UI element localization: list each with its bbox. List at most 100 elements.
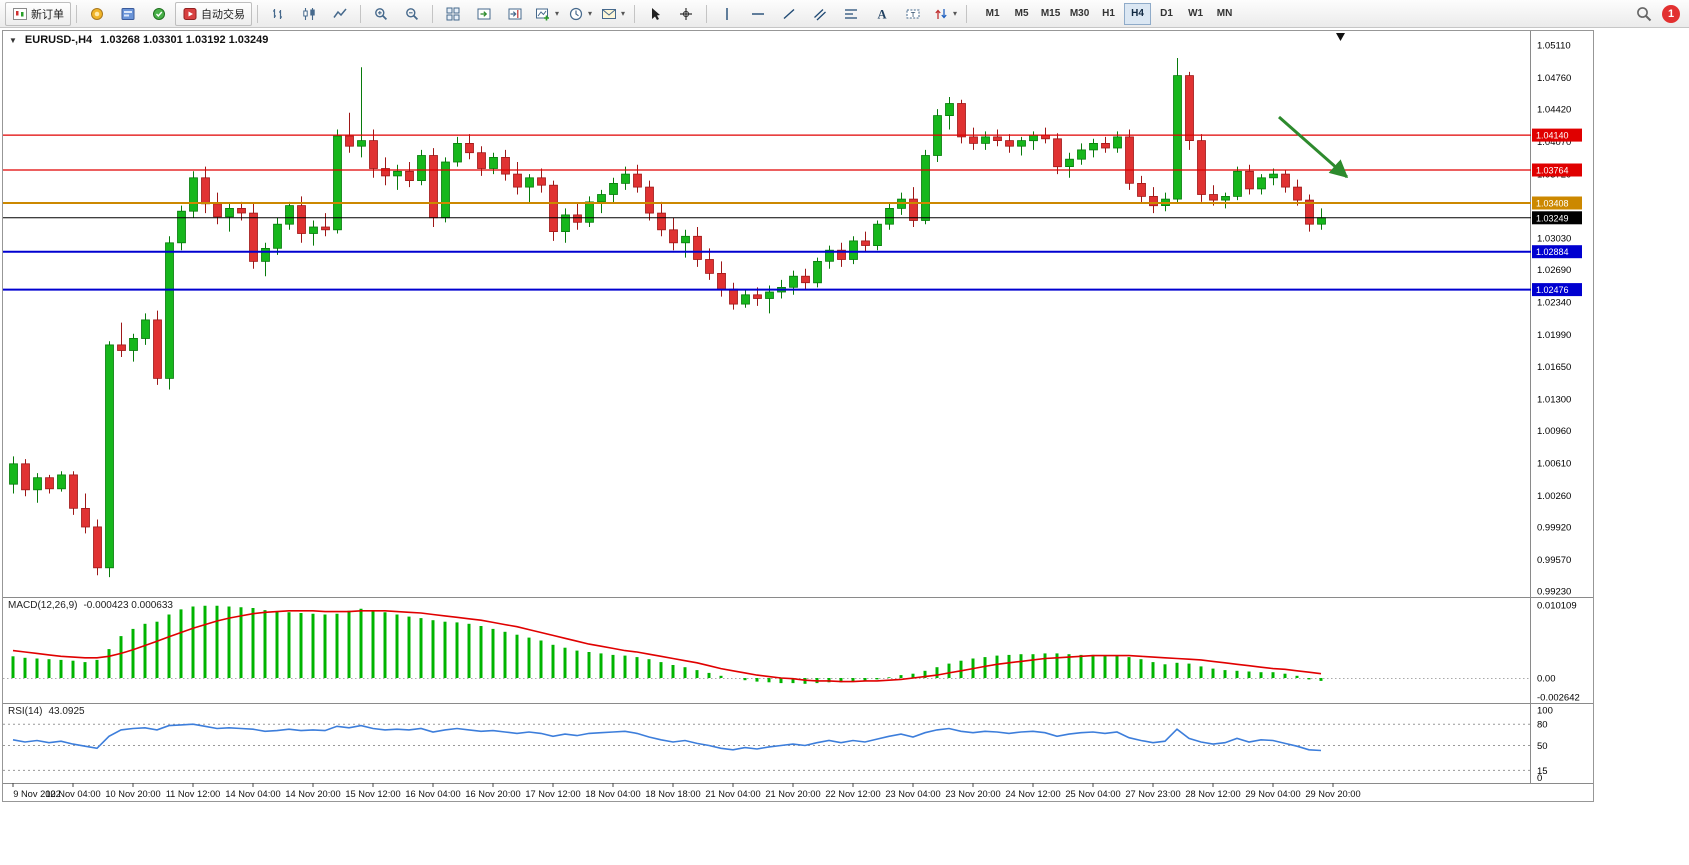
chevron-down-icon[interactable]: ▾ — [588, 9, 593, 18]
bar-chart-button[interactable] — [263, 2, 293, 26]
svg-text:0.00: 0.00 — [1537, 674, 1556, 685]
timeframe-m5-button[interactable]: M5 — [1014, 8, 1029, 19]
svg-text:14 Nov 04:00: 14 Nov 04:00 — [225, 789, 280, 799]
svg-text:1.05110: 1.05110 — [1537, 41, 1571, 52]
svg-text:0.99230: 0.99230 — [1537, 587, 1571, 598]
terminal-icon — [153, 7, 165, 20]
new-order-button[interactable]: 新订单 — [5, 1, 71, 26]
trendline-button[interactable] — [774, 2, 804, 26]
timeframe-h1-button[interactable]: H1 — [1102, 8, 1115, 19]
toolbar-separator — [966, 4, 968, 23]
chart-canvas[interactable]: 1.051101.047601.044201.040701.037201.033… — [3, 31, 1593, 801]
timeframe-mn-button[interactable]: MN — [1216, 8, 1233, 19]
navigator-icon — [121, 7, 135, 20]
toolbar-separator — [76, 4, 77, 23]
zoom-out-button[interactable] — [397, 2, 427, 26]
svg-text:14 Nov 20:00: 14 Nov 20:00 — [285, 789, 340, 799]
timeframe-h4-button[interactable]: H4 — [1124, 2, 1152, 25]
price-badges: 1.04140 1.03764 1.03408 1.03249 1.02884 1.024… — [1532, 128, 1582, 297]
svg-text:24 Nov 12:00: 24 Nov 12:00 — [1005, 789, 1060, 799]
candlestick-chart-button[interactable] — [294, 2, 324, 26]
svg-text:17 Nov 12:00: 17 Nov 12:00 — [525, 789, 580, 799]
svg-text:1.01650: 1.01650 — [1537, 362, 1571, 373]
tile-windows-button[interactable] — [438, 2, 468, 26]
svg-text:11 Nov 12:00: 11 Nov 12:00 — [166, 789, 221, 799]
crosshair-icon — [680, 7, 693, 20]
chart-symbol-period: EURUSD-,H4 — [24, 34, 93, 46]
cursor-icon — [652, 7, 661, 20]
price-axis-labels: 1.051101.047601.044201.040701.037201.033… — [1537, 41, 1571, 598]
arrows-button[interactable]: ▾ — [929, 2, 961, 26]
line-chart-button[interactable] — [325, 2, 355, 26]
svg-text:1.01300: 1.01300 — [1537, 394, 1571, 405]
timeframe-group: M1 M5 M15 M30 H1 H4 D1 W1 MN — [978, 2, 1239, 25]
autotrading-icon — [183, 7, 197, 20]
candlestick-chart-icon — [303, 7, 315, 20]
cursor-button[interactable] — [640, 2, 670, 26]
fibonacci-icon — [845, 8, 858, 19]
one-click-arrow-icon[interactable]: ▼ — [9, 35, 17, 45]
text-icon: A — [878, 7, 887, 21]
autotrading-button[interactable]: 自动交易 — [175, 1, 252, 26]
macd-indicator-label: MACD(12,26,9) -0.000423 0.000633 — [8, 600, 173, 611]
bar-chart-icon — [273, 8, 282, 19]
svg-text:29 Nov 20:00: 29 Nov 20:00 — [1305, 789, 1360, 799]
svg-text:0: 0 — [1537, 773, 1542, 784]
horizontal-level-lines — [3, 134, 1531, 291]
text-label-button[interactable]: T — [898, 2, 928, 26]
timeframe-w1-button[interactable]: W1 — [1188, 8, 1204, 19]
zoom-in-button[interactable] — [366, 2, 396, 26]
svg-text:1.02884: 1.02884 — [1536, 247, 1569, 257]
periods-icon — [569, 7, 583, 20]
svg-text:1.02476: 1.02476 — [1536, 285, 1569, 295]
crosshair-button[interactable] — [671, 2, 701, 26]
periods-button[interactable]: ▾ — [564, 2, 596, 26]
indicators-button[interactable]: ▾ — [531, 2, 563, 26]
indicators-icon — [536, 8, 549, 20]
chevron-down-icon[interactable]: ▾ — [555, 9, 560, 18]
rsi-panel: 100 80 50 150 — [3, 706, 1553, 784]
search-icon[interactable] — [1635, 5, 1653, 23]
svg-text:18 Nov 18:00: 18 Nov 18:00 — [645, 789, 700, 799]
svg-text:50: 50 — [1537, 741, 1548, 752]
new-order-icon — [13, 7, 27, 20]
fibonacci-button[interactable] — [836, 2, 866, 26]
channel-button[interactable] — [805, 2, 835, 26]
svg-text:16 Nov 20:00: 16 Nov 20:00 — [465, 789, 520, 799]
svg-text:80: 80 — [1537, 720, 1548, 731]
toolbar-separator — [257, 4, 258, 23]
chart-shift-button[interactable] — [500, 2, 530, 26]
terminal-button[interactable] — [144, 2, 174, 26]
svg-text:15: 15 — [1537, 766, 1548, 777]
chart-title: ▼ EURUSD-,H4 1.03268 1.03301 1.03192 1.0… — [9, 34, 268, 46]
svg-text:9 Nov 2022: 9 Nov 2022 — [13, 789, 61, 799]
svg-text:0.99570: 0.99570 — [1537, 555, 1571, 566]
svg-text:1.00610: 1.00610 — [1537, 458, 1571, 469]
horizontal-line-button[interactable] — [743, 2, 773, 26]
svg-text:1.03764: 1.03764 — [1536, 166, 1569, 176]
svg-text:18 Nov 04:00: 18 Nov 04:00 — [585, 789, 640, 799]
notification-badge[interactable]: 1 — [1662, 4, 1680, 23]
navigator-button[interactable] — [113, 2, 143, 26]
text-button[interactable]: A — [867, 2, 897, 26]
vertical-line-button[interactable] — [712, 2, 742, 26]
panel-separators — [3, 31, 1593, 784]
chevron-down-icon[interactable]: ▾ — [953, 9, 958, 18]
svg-text:T: T — [911, 9, 916, 18]
svg-text:1.04760: 1.04760 — [1537, 73, 1571, 84]
auto-scroll-button[interactable] — [469, 2, 499, 26]
templates-button[interactable]: ▾ — [597, 2, 629, 26]
line-chart-icon — [333, 8, 347, 18]
timeframe-m15-button[interactable]: M15 — [1040, 8, 1061, 19]
timeframe-m30-button[interactable]: M30 — [1069, 8, 1090, 19]
svg-text:25 Nov 04:00: 25 Nov 04:00 — [1065, 789, 1120, 799]
zoom-out-icon — [406, 7, 419, 20]
timeframe-d1-button[interactable]: D1 — [1160, 8, 1173, 19]
timeframe-m1-button[interactable]: M1 — [985, 8, 1000, 19]
svg-text:1.03408: 1.03408 — [1536, 199, 1569, 209]
market-watch-button[interactable] — [82, 2, 112, 26]
vertical-line-icon — [726, 7, 728, 20]
chevron-down-icon[interactable]: ▾ — [621, 9, 626, 18]
market-watch-icon — [91, 7, 103, 20]
